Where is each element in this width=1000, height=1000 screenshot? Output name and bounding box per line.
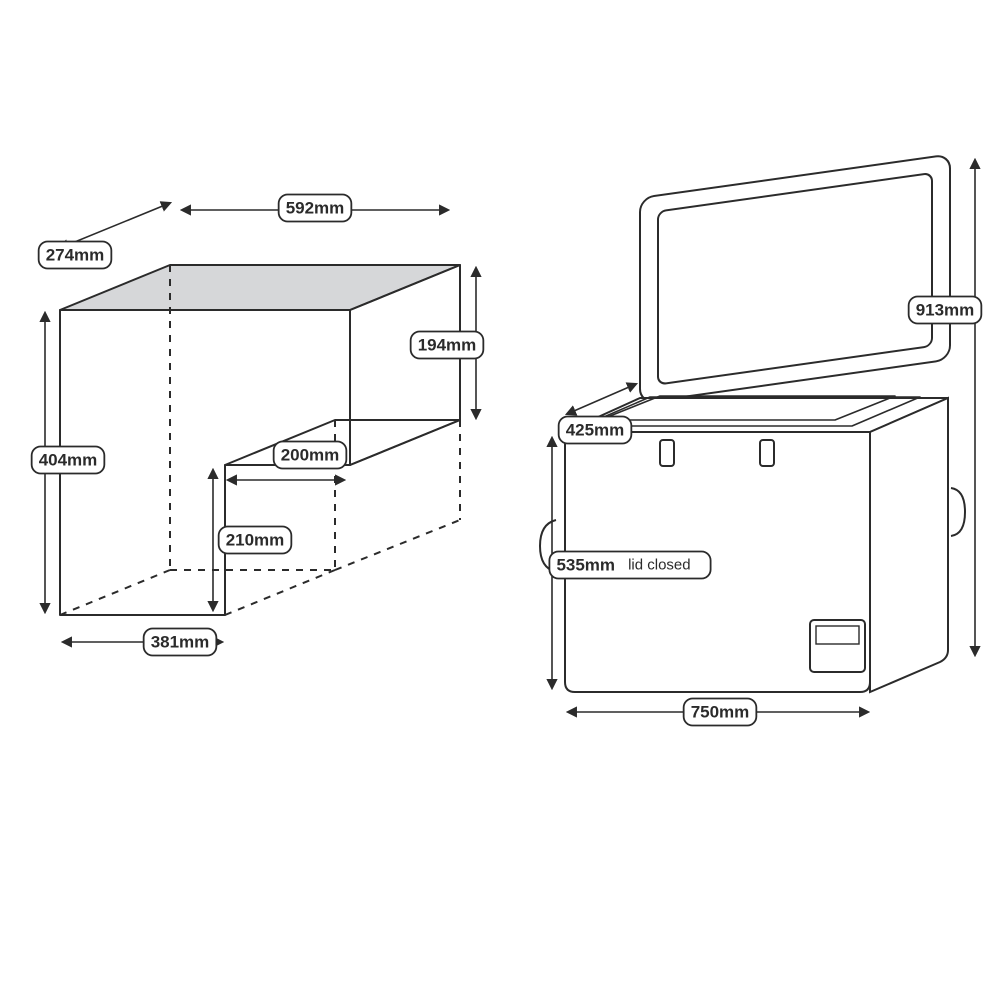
label-210-text: 210mm	[226, 531, 285, 550]
label-592: 592mm	[279, 195, 352, 222]
dimension-diagram: 274mm 592mm 194mm 404mm 200mm 210mm 381mm 425mm…	[0, 0, 1000, 1000]
label-381: 381mm	[144, 629, 217, 656]
label-200-text: 200mm	[281, 446, 340, 465]
label-592-text: 592mm	[286, 199, 345, 218]
label-381-text: 381mm	[151, 633, 210, 652]
label-210: 210mm	[219, 527, 292, 554]
label-535: 535mm lid closed	[549, 552, 710, 579]
label-200: 200mm	[274, 442, 347, 469]
label-750: 750mm	[684, 699, 757, 726]
label-274-text: 274mm	[46, 246, 105, 265]
interior-box	[45, 203, 476, 642]
label-913: 913mm	[909, 297, 982, 324]
label-425-text: 425mm	[566, 421, 625, 440]
label-535-text: 535mm	[556, 556, 615, 575]
label-404: 404mm	[32, 447, 105, 474]
label-535-sub: lid closed	[628, 557, 691, 574]
label-194-text: 194mm	[418, 336, 477, 355]
label-750-text: 750mm	[691, 703, 750, 722]
label-274: 274mm	[39, 242, 112, 269]
label-425: 425mm	[559, 417, 632, 444]
label-194: 194mm	[411, 332, 484, 359]
label-913-text: 913mm	[916, 301, 975, 320]
label-404-text: 404mm	[39, 451, 98, 470]
